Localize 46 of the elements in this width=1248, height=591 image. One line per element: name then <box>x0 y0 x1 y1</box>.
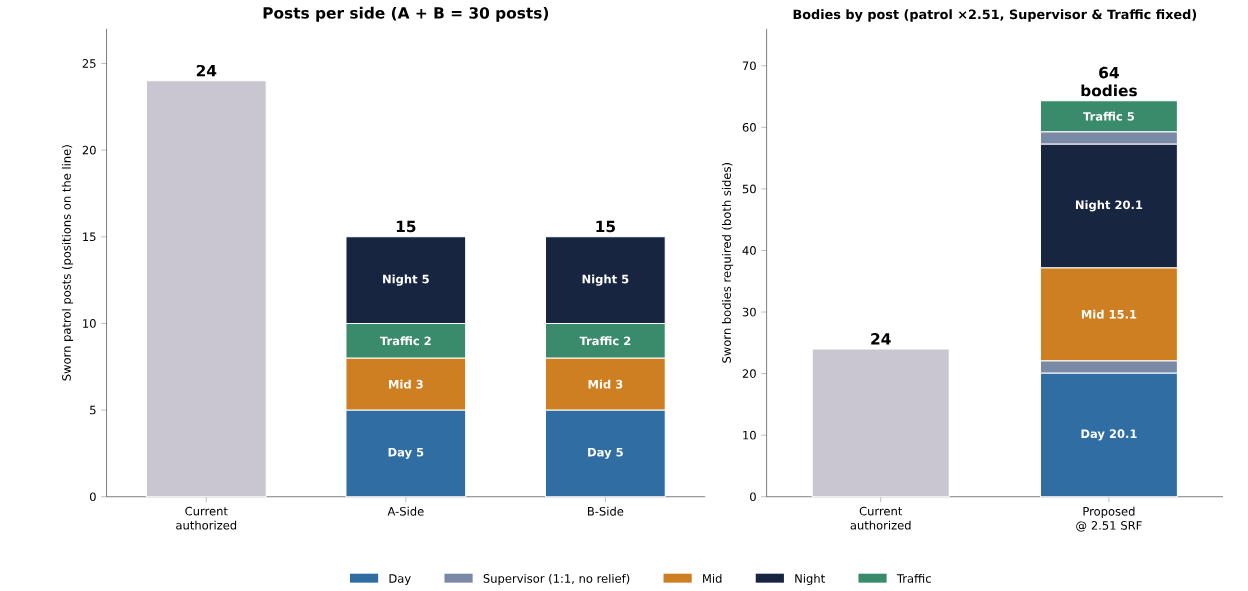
legend-label: Mid <box>703 573 722 583</box>
x-tick-label: B-Side <box>587 506 624 516</box>
data-label: Traffic 2 <box>579 336 631 346</box>
total-label: 24 <box>196 64 217 77</box>
y-tick-label: 20 <box>82 145 96 155</box>
y-tick-label: 25 <box>82 59 96 68</box>
y-tick-label: 0 <box>89 492 96 502</box>
y-tick-label: 60 <box>742 123 756 132</box>
data-label: Mid 15.1 <box>1081 309 1137 319</box>
data-label: Day 20.1 <box>1081 429 1137 441</box>
data-label: Night 20.1 <box>1075 200 1143 212</box>
legend-label: Day <box>389 574 411 586</box>
x-tick-label: A-Side <box>387 506 424 516</box>
y-tick-label: 50 <box>742 184 756 194</box>
x-tick-label: Current authorized <box>850 506 911 530</box>
legend-label: Night <box>795 573 825 586</box>
y-tick-label: 10 <box>743 430 756 440</box>
y-tick-label: 15 <box>83 232 96 242</box>
data-label: Traffic 5 <box>1083 111 1134 121</box>
x-tick-label: Current authorized <box>176 506 237 530</box>
y-tick-label: 0 <box>750 492 756 502</box>
total-label: 24 <box>871 333 891 345</box>
y-tick-label: 20 <box>742 369 756 379</box>
data-label: Night 5 <box>582 274 629 286</box>
y-tick-label: 40 <box>742 246 756 255</box>
y-axis-title: Sworn bodies required (both sides) <box>722 163 734 363</box>
legend-label: Supervisor (1:1, no relief) <box>483 573 630 586</box>
data-label: Mid 3 <box>389 379 423 389</box>
y-tick-label: 10 <box>83 319 96 328</box>
total-label: 15 <box>596 220 615 233</box>
data-label: Traffic 2 <box>379 336 431 346</box>
data-label: Night 5 <box>383 274 429 286</box>
y-tick-label: 30 <box>742 307 756 317</box>
total-label: 64 bodies <box>1081 66 1137 97</box>
chart-title: Bodies by post (patrol ×2.51, Supervisor & Traffic fixed) <box>793 9 1197 22</box>
bar <box>145 80 267 498</box>
data-label: Day 5 <box>588 448 623 459</box>
y-tick-label: 70 <box>742 61 756 71</box>
x-tick-label: Proposed @ 2.51 SRF <box>1076 506 1142 532</box>
total-label: 15 <box>396 220 416 233</box>
y-axis-title: Sworn patrol posts (positions on the line) <box>61 145 74 381</box>
data-label: Day 5 <box>388 448 424 459</box>
y-tick-label: 5 <box>90 405 96 415</box>
data-label: Mid 3 <box>588 379 623 389</box>
chart-title: Posts per side (A + B = 30 posts) <box>263 6 549 22</box>
legend-label: Traffic <box>896 573 931 583</box>
